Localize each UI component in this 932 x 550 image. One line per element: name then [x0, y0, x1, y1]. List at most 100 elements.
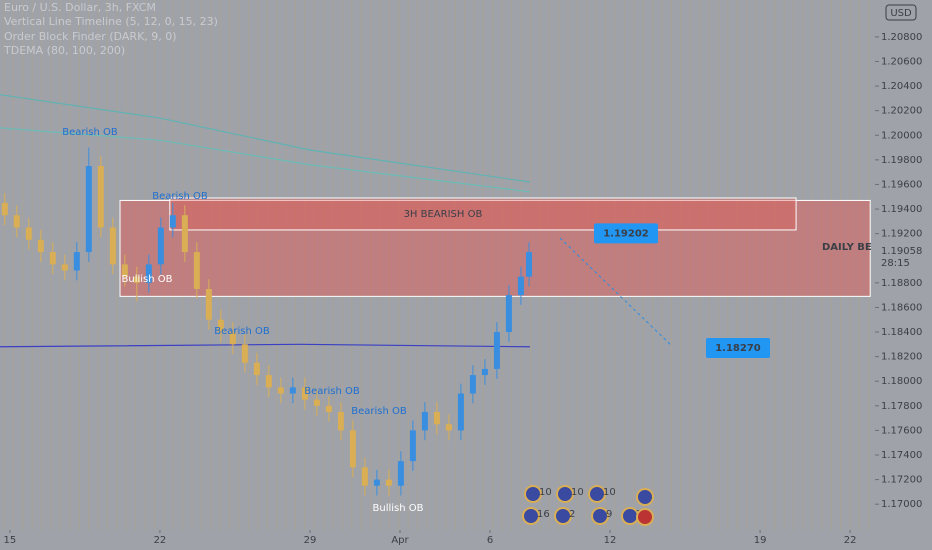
candle-body — [505, 295, 512, 333]
y-tick-label: 1.18400 — [881, 327, 922, 338]
event-icon — [554, 507, 572, 525]
candle-body — [205, 288, 212, 320]
candle-body — [13, 215, 20, 228]
candle-body — [325, 405, 332, 412]
candle-body — [385, 479, 392, 486]
y-tick-label: 1.20000 — [881, 130, 922, 141]
candle-body — [229, 332, 236, 345]
candle-body — [265, 375, 272, 388]
candle-body — [193, 252, 200, 289]
candle-body — [457, 393, 464, 431]
candle-body — [73, 252, 80, 271]
y-tick-label: 1.20600 — [881, 56, 922, 67]
y-tick-label: 1.17600 — [881, 425, 922, 436]
candle-body — [277, 387, 284, 394]
candle-body — [157, 227, 164, 265]
plot-area — [0, 94, 871, 496]
x-tick-label: 22 — [844, 535, 857, 546]
candle-body — [25, 227, 32, 240]
y-tick-label: 1.19200 — [881, 229, 922, 240]
candle-body — [433, 411, 440, 425]
event-count: 2 — [569, 509, 575, 520]
ema-line — [0, 343, 530, 348]
candle-body — [97, 166, 104, 228]
y-tick-label: 1.18600 — [881, 302, 922, 313]
annotation: Bearish OB — [214, 326, 270, 337]
symbol-title: Euro / U.S. Dollar, 3h, FXCM — [4, 1, 156, 14]
annotation: Bearish OB — [62, 127, 118, 138]
y-tick-label: 1.17000 — [881, 499, 922, 510]
event-icon — [636, 508, 654, 526]
candle-body — [517, 276, 524, 296]
candle-body — [169, 215, 176, 228]
target-label: 1.18270 — [715, 343, 761, 354]
indicator-label: Order Block Finder (DARK, 9, 0) — [4, 30, 177, 43]
candle-body — [409, 430, 416, 462]
candle-body — [61, 264, 68, 271]
event-icon — [524, 485, 542, 503]
candle-body — [526, 252, 533, 277]
candle-body — [313, 399, 320, 406]
candle-body — [421, 411, 428, 431]
candle-body — [301, 387, 308, 400]
projection-arrow — [559, 237, 673, 347]
candle-body — [289, 387, 296, 394]
x-tick-label: 15 — [4, 535, 17, 546]
ema-line — [0, 127, 530, 193]
candle-body — [397, 461, 404, 486]
y-tick-label: 1.20800 — [881, 32, 922, 43]
last-price-box — [875, 242, 932, 271]
indicator-label: Vertical Line Timeline (5, 12, 0, 15, 23… — [4, 15, 218, 28]
event-count: 10 — [603, 487, 616, 498]
candle-body — [37, 239, 44, 253]
event-count: 9 — [606, 509, 612, 520]
x-tick-label: 12 — [604, 535, 617, 546]
candle-body — [373, 479, 380, 486]
zone-label: 3H BEARISH OB — [404, 209, 483, 220]
x-tick-label: Apr — [391, 535, 409, 546]
candle-body — [337, 411, 344, 431]
x-tick-label: 22 — [154, 535, 167, 546]
currency-box[interactable] — [885, 4, 917, 21]
y-tick-label: 1.18200 — [881, 352, 922, 363]
candle-body — [445, 424, 452, 431]
event-icon — [591, 507, 609, 525]
y-tick-label: 1.17800 — [881, 401, 922, 412]
candle-body — [241, 344, 248, 363]
x-tick-label: 6 — [487, 535, 493, 546]
candle-body — [49, 252, 56, 265]
order-block-zone — [169, 197, 797, 231]
y-tick-label: 1.18000 — [881, 376, 922, 387]
y-tick-label: 1.20200 — [881, 106, 922, 117]
event-icon — [522, 507, 540, 525]
candle-body — [121, 264, 128, 277]
event-count: 16 — [537, 509, 550, 520]
candle-body — [349, 430, 356, 468]
last-price: 1.19058 — [881, 246, 922, 257]
x-tick-label: 29 — [304, 535, 317, 546]
y-tick-label: 1.17400 — [881, 450, 922, 461]
annotation: Bullish OB — [122, 274, 173, 285]
target-box — [594, 223, 658, 244]
candle-body — [109, 227, 116, 265]
annotation: Bearish OB — [351, 406, 407, 417]
currency[interactable]: USD — [890, 8, 912, 19]
candle-body — [493, 332, 500, 369]
indicator-label: TDEMA (80, 100, 200) — [3, 44, 125, 57]
y-tick-label: 1.19400 — [881, 204, 922, 215]
event-icon — [556, 485, 574, 503]
y-tick-label: 1.17200 — [881, 475, 922, 486]
candle-body — [481, 368, 488, 376]
target-box — [706, 338, 770, 359]
y-tick-label: 1.18800 — [881, 278, 922, 289]
annotation: Bearish OB — [304, 386, 360, 397]
candle-body — [85, 166, 92, 253]
candle-body — [1, 202, 8, 216]
annotation: Bearish OB — [152, 191, 208, 202]
event-count: 10 — [571, 487, 584, 498]
candle-body — [361, 467, 368, 486]
y-tick-label: 1.20400 — [881, 81, 922, 92]
candle-body — [145, 264, 152, 283]
